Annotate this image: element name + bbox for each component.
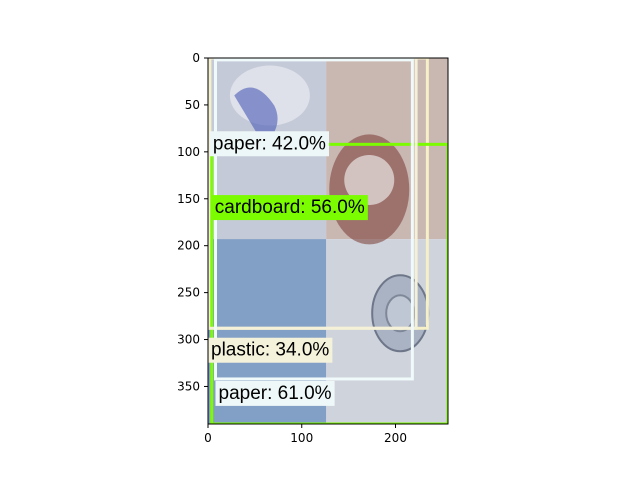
detection-label-cardboard-1: cardboard: 56.0% — [215, 197, 365, 218]
detection-label-bg-0 — [209, 131, 330, 157]
y-axis: 0 50 100 150 200 250 300 350 — [177, 51, 208, 393]
y-tick-label: 150 — [177, 192, 200, 206]
x-axis: 0 100 200 — [204, 424, 407, 445]
detection-label-plastic-2: plastic: 34.0% — [211, 340, 329, 361]
bottle-logo-shape — [234, 87, 278, 146]
y-tick-label: 250 — [177, 286, 200, 300]
image-area: paper: 42.0% cardboard: 56.0% plastic: 34.… — [208, 58, 448, 424]
detection-label-paper-0: paper: 42.0% — [213, 133, 326, 154]
x-tick-label: 0 — [204, 431, 212, 445]
detection-box-plastic-2 — [208, 58, 418, 330]
y-tick-label: 350 — [177, 379, 200, 393]
detection-label-paper-3: paper: 61.0% — [219, 383, 332, 404]
y-tick-label: 300 — [177, 333, 200, 347]
y-tick-label: 0 — [192, 51, 200, 65]
x-tick-label: 100 — [290, 431, 313, 445]
y-tick-label: 200 — [177, 239, 200, 253]
metal-lid-center — [385, 294, 416, 333]
axes-frame — [207, 57, 449, 425]
y-tick-label: 100 — [177, 145, 200, 159]
detection-label-bg-3 — [215, 380, 335, 406]
y-tick-label: 50 — [185, 98, 200, 112]
x-tick-label: 200 — [384, 431, 407, 445]
detection-label-bg-2 — [208, 337, 333, 363]
jar-glint — [344, 155, 395, 205]
detection-label-bg-1 — [211, 195, 368, 221]
